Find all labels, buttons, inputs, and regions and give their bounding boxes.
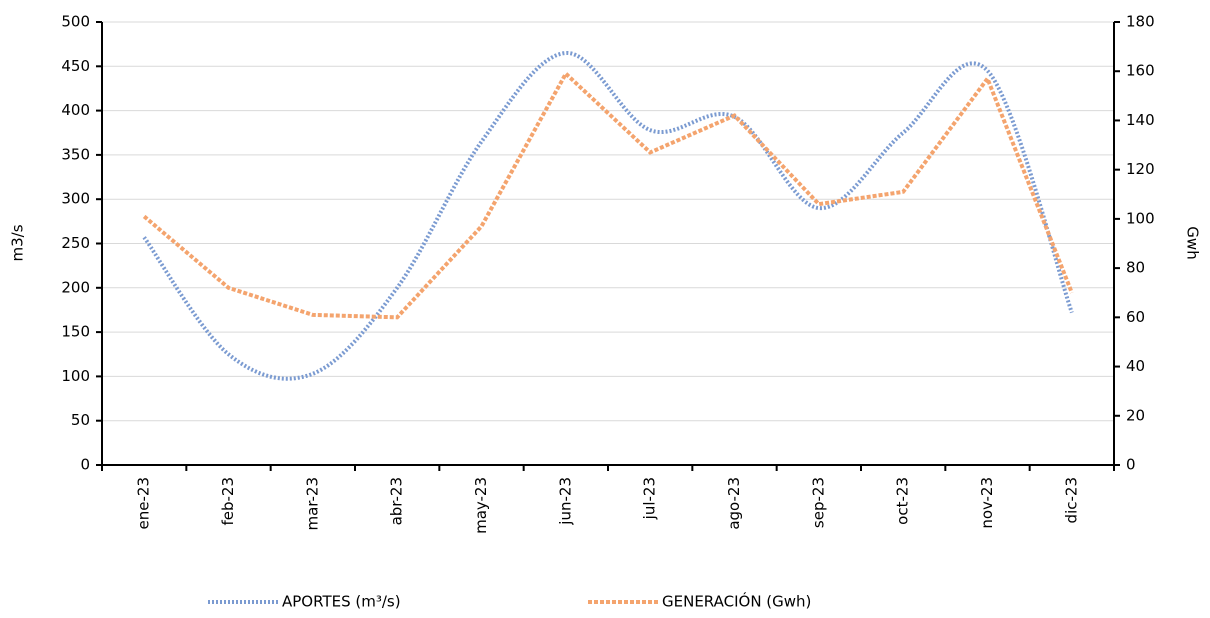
y2-tick-label: 0 xyxy=(1126,456,1136,474)
x-tick-label: nov-23 xyxy=(978,477,996,529)
series-line xyxy=(142,70,1074,320)
y-tick-label: 150 xyxy=(61,323,90,341)
y2-tick-label: 120 xyxy=(1126,160,1155,178)
x-tick-label: ago-23 xyxy=(725,477,743,530)
y2-tick-label: 80 xyxy=(1126,259,1145,277)
y-tick-label: 100 xyxy=(61,367,90,385)
x-tick-label: jul-23 xyxy=(641,477,659,520)
y2-tick-label: 140 xyxy=(1126,111,1155,129)
x-tick-label: jun-23 xyxy=(556,477,574,526)
y-axis-label: m3/s xyxy=(9,224,27,261)
y-tick-label: 0 xyxy=(80,456,90,474)
legend-label: GENERACIÓN (Gwh) xyxy=(662,592,811,611)
x-tick-label: dic-23 xyxy=(1062,477,1080,523)
y-tick-label: 300 xyxy=(61,190,90,208)
y2-tick-label: 160 xyxy=(1126,62,1155,80)
y2-tick-label: 20 xyxy=(1126,406,1145,424)
y-tick-label: 250 xyxy=(61,234,90,252)
y-tick-label: 400 xyxy=(61,101,90,119)
y2-tick-label: 180 xyxy=(1126,13,1155,31)
x-tick-label: ene-23 xyxy=(135,477,153,529)
y2-tick-label: 100 xyxy=(1126,209,1155,227)
y-tick-label: 50 xyxy=(71,411,90,429)
series-line xyxy=(142,51,1074,381)
y-tick-label: 500 xyxy=(61,13,90,31)
y-tick-label: 200 xyxy=(61,278,90,296)
x-tick-label: oct-23 xyxy=(894,477,912,525)
y2-tick-label: 60 xyxy=(1126,308,1145,326)
x-tick-label: mar-23 xyxy=(303,477,321,531)
y-tick-label: 450 xyxy=(61,57,90,75)
y2-tick-label: 40 xyxy=(1126,357,1145,375)
x-tick-label: feb-23 xyxy=(219,477,237,526)
x-tick-label: sep-23 xyxy=(809,477,827,528)
y-tick-label: 350 xyxy=(61,145,90,163)
x-tick-label: may-23 xyxy=(472,477,490,534)
x-tick-label: abr-23 xyxy=(388,477,406,525)
y2-axis-label: Gwh xyxy=(1184,226,1202,259)
legend-label: APORTES (m³/s) xyxy=(282,593,401,611)
